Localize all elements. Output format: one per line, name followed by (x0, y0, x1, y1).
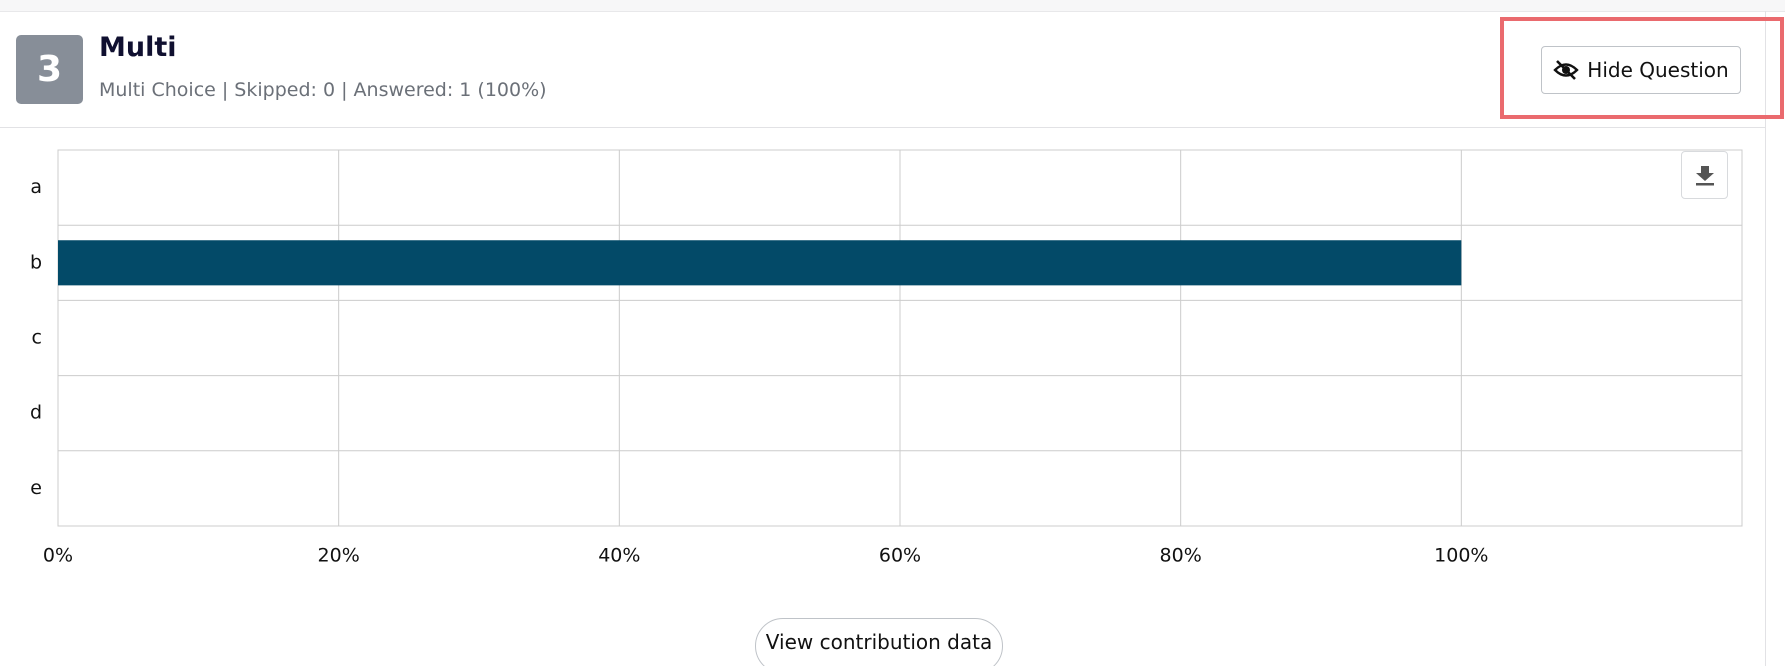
question-number: 3 (16, 35, 83, 104)
y-tick-label: b (30, 251, 42, 273)
hide-question-label: Hide Question (1587, 58, 1729, 82)
y-tick-label: e (30, 477, 42, 499)
question-subtitle: Multi Choice | Skipped: 0 | Answered: 1 … (99, 79, 547, 101)
x-tick-label: 100% (1434, 545, 1488, 567)
separator (0, 127, 1765, 128)
x-tick-label: 80% (1160, 545, 1202, 567)
view-contribution-button[interactable]: View contribution data (755, 618, 1003, 666)
chart: 0% 20% 40% 60% 80% 100% a b c d e (30, 149, 1743, 567)
x-tick-label: 60% (879, 545, 921, 567)
bar (58, 240, 1462, 286)
y-tick-label: c (32, 327, 42, 349)
right-border (1765, 11, 1766, 666)
x-tick-label: 20% (318, 545, 360, 567)
x-tick-label: 0% (43, 545, 73, 567)
download-button[interactable] (1681, 151, 1728, 199)
x-tick-label: 40% (598, 545, 640, 567)
download-icon (1695, 166, 1714, 186)
highlight-box (1500, 17, 1784, 119)
hide-question-button[interactable]: Hide Question (1541, 46, 1741, 94)
top-strip (0, 0, 1785, 12)
y-tick-label: a (30, 176, 42, 198)
eye-slash-icon (1553, 60, 1579, 80)
question-title: Multi (99, 32, 177, 63)
y-tick-label: d (30, 402, 42, 424)
